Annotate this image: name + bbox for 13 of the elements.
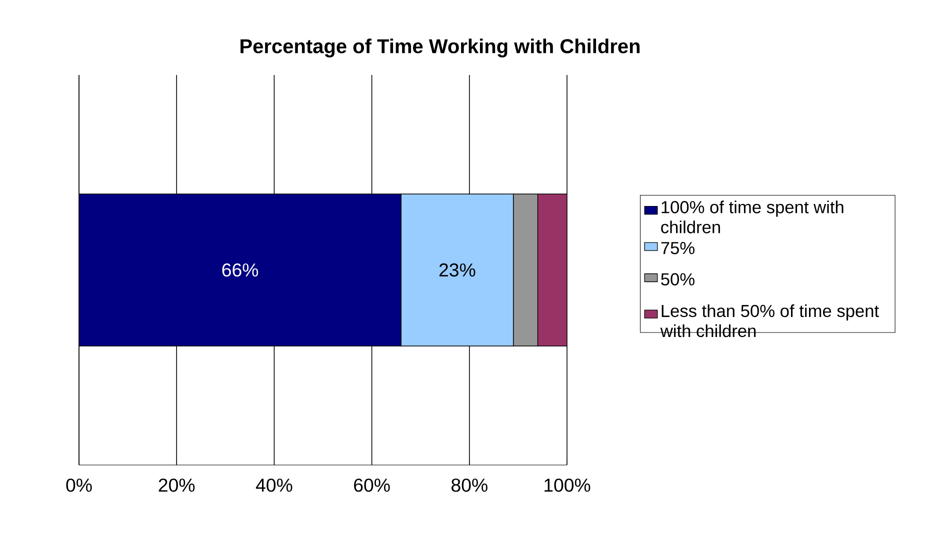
data-label: 23%	[439, 263, 476, 277]
chart-title: Percentage of Time Working with Children	[240, 38, 640, 58]
legend-label: 75%	[661, 242, 694, 254]
x-tick-label: 20%	[158, 478, 195, 492]
x-tick-label: 80%	[452, 478, 488, 492]
x-tick-label: 60%	[354, 478, 390, 492]
legend-label: Less than 50% of time spent with children	[660, 304, 879, 338]
x-tick-label: 40%	[256, 478, 292, 492]
legend-label: 100% of time spent with children	[661, 200, 844, 234]
x-tick-label: 100%	[544, 478, 590, 492]
x-tick-label: 0%	[66, 478, 92, 492]
legend-label: 50%	[661, 273, 694, 286]
data-label: 66%	[222, 263, 258, 277]
